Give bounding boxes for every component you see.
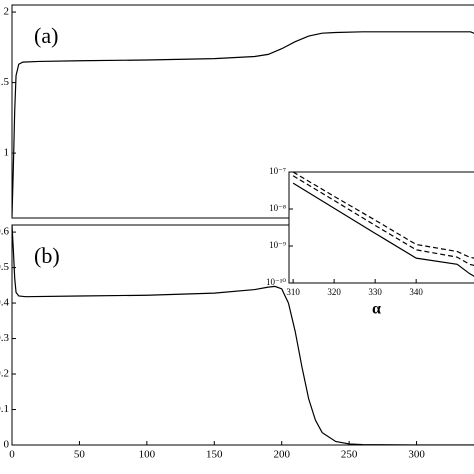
y-tick-label: 2 (4, 6, 10, 18)
panel-label: (b) (34, 243, 60, 268)
line (12, 31, 474, 217)
y-tick-label: 0.3 (0, 332, 10, 344)
y-tick-label: 1 (4, 147, 10, 159)
y-tick-label: 10⁻⁷ (269, 166, 286, 176)
x-tick-label: 330 (368, 287, 382, 297)
y-tick-label: 10⁻⁸ (269, 203, 286, 213)
x-tick-label: 100 (139, 449, 156, 461)
x-tick-label: 200 (273, 449, 290, 461)
x-tick-label: 340 (409, 287, 423, 297)
y-tick-label: 1.5 (0, 76, 10, 88)
x-tick-label: 0 (9, 449, 15, 461)
x-tick-label: 300 (408, 449, 425, 461)
x-tick-label: 320 (327, 287, 341, 297)
x-tick-label: 150 (206, 449, 223, 461)
plot-area (288, 171, 474, 284)
y-tick-label: 0.4 (0, 297, 10, 309)
y-tick-label: 0.5 (0, 261, 10, 273)
x-axis-label: α (372, 301, 381, 318)
line (12, 225, 474, 445)
x-tick-label: 250 (341, 449, 358, 461)
y-tick-label: 10⁻⁹ (269, 240, 286, 250)
y-tick-label: 0.1 (0, 403, 9, 415)
panel-label: (a) (34, 23, 58, 48)
y-tick-label: 10⁻¹⁰ (266, 277, 286, 287)
x-tick-label: 50 (74, 449, 86, 461)
line (292, 182, 474, 277)
y-tick-label: 0.2 (0, 368, 9, 380)
x-tick-label: 310 (286, 287, 300, 297)
y-tick-label: 0.6 (0, 226, 10, 238)
y-tick-label: 0 (4, 439, 10, 451)
